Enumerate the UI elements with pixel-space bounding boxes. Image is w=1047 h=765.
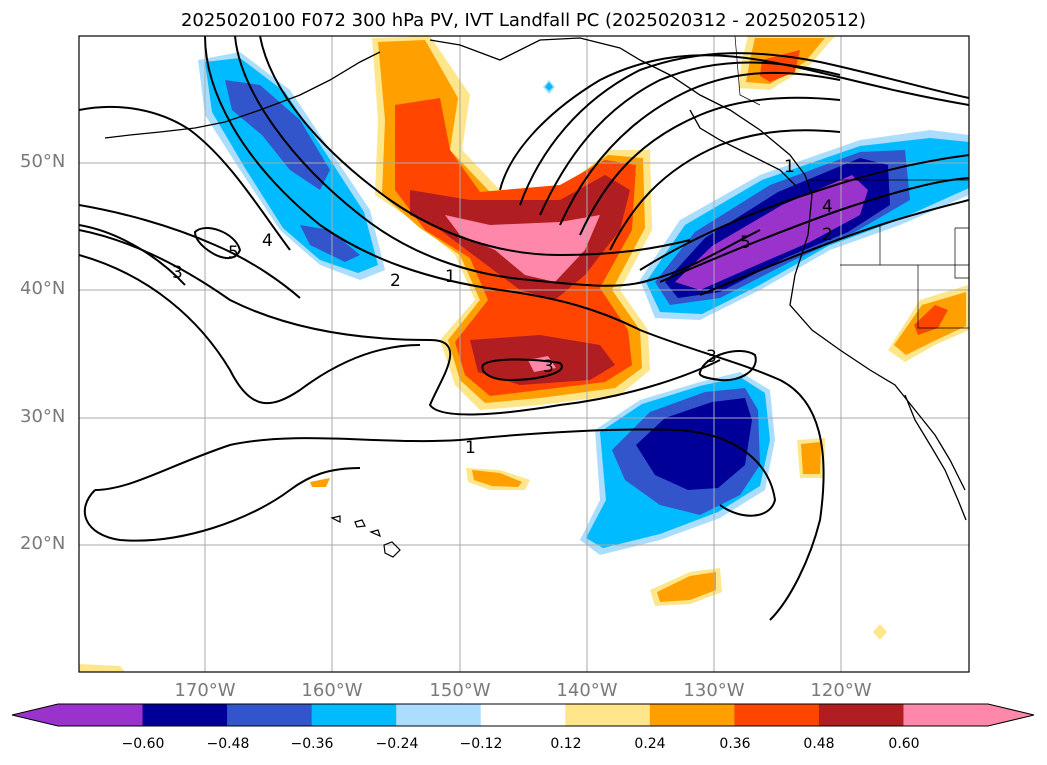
contour-label: 2 xyxy=(390,271,401,291)
lat-label: 50°N xyxy=(20,151,66,172)
contour-jet-lower-2 xyxy=(659,177,969,283)
contour-label: 3 xyxy=(172,263,183,283)
coastline-bc-fjords xyxy=(689,109,797,187)
contour-label: 5 xyxy=(740,233,751,253)
contour-ridge-1 xyxy=(204,36,825,621)
island-kauai xyxy=(330,515,341,523)
contour-ridge-2 xyxy=(234,36,761,287)
contour-label: 3 xyxy=(706,347,717,367)
contour-jet-3 xyxy=(539,61,841,216)
colorbar-outline xyxy=(11,703,1035,727)
contour-small-loop-east xyxy=(698,350,757,382)
colorbar xyxy=(11,703,1035,727)
colorbar-extend-high xyxy=(988,704,1034,726)
colorbar-tick-label: 0.24 xyxy=(634,736,666,752)
negative-anomaly-dot-inner xyxy=(545,82,553,91)
contour-southern-2 xyxy=(79,254,421,404)
contour-label: 4 xyxy=(822,197,833,217)
lon-label: 170°W xyxy=(174,680,236,701)
contour-label: 3 xyxy=(543,357,554,377)
colorbar-segment xyxy=(903,704,989,726)
plot-frame xyxy=(78,35,970,673)
coastline-alaska xyxy=(429,37,966,491)
islands xyxy=(330,515,401,558)
contour-west-3 xyxy=(79,224,186,286)
contour-west-5 xyxy=(79,105,291,251)
political-borders xyxy=(734,36,969,329)
colorbar-segment xyxy=(396,704,482,726)
colorbar-tick-label: −0.24 xyxy=(375,736,419,752)
contour-label: 4 xyxy=(262,231,273,251)
colorbar-segment xyxy=(649,704,735,726)
colorbar-tick-label: −0.60 xyxy=(121,736,165,752)
colorbar-tick-label: −0.12 xyxy=(459,736,503,752)
lat-label: 20°N xyxy=(20,533,66,554)
contour-jet-lower xyxy=(639,154,969,271)
positive-anomaly-coast-036 xyxy=(914,305,948,335)
colorbar-segment xyxy=(311,704,397,726)
island-maui xyxy=(369,529,381,538)
lon-label: 130°W xyxy=(683,680,745,701)
colorbar-tick-label: 0.36 xyxy=(719,736,751,752)
contour-wave-2 xyxy=(579,96,841,236)
positive-anomaly-060 xyxy=(445,215,600,282)
positive-anomaly-blob-2-024 xyxy=(801,442,821,474)
contour-small-loop-5 xyxy=(193,227,242,259)
lon-label: 150°W xyxy=(429,680,491,701)
colorbar-segment xyxy=(818,704,904,726)
lon-label: 160°W xyxy=(301,680,363,701)
contour-wave-3 xyxy=(609,129,841,251)
contour-jet-1 xyxy=(499,54,969,191)
colorbar-tick-label: 0.60 xyxy=(888,736,920,752)
negative-anomaly-jet-060 xyxy=(675,175,868,290)
contours xyxy=(79,36,969,621)
contour-label: 2 xyxy=(822,225,833,245)
lat-label: 40°N xyxy=(20,278,66,299)
island-oahu xyxy=(354,519,366,528)
contour-west-4 xyxy=(79,204,301,299)
colorbar-tick-label: −0.48 xyxy=(206,736,250,752)
coastline-aleutians xyxy=(104,51,381,139)
contour-jet-2 xyxy=(519,52,969,206)
contour-jet-lower-3 xyxy=(699,199,969,296)
positive-anomaly-blob-6 xyxy=(873,624,887,640)
coastline-baja xyxy=(904,394,967,521)
colorbar-segment xyxy=(58,704,144,726)
positive-anomaly-blob-1-024 xyxy=(472,470,522,487)
contour-label: 1 xyxy=(445,267,456,287)
colorbar-segment xyxy=(565,704,651,726)
negative-anomaly-subtropical-048 xyxy=(636,398,752,490)
contour-southern-1 xyxy=(79,229,721,416)
contour-label: 1 xyxy=(784,157,795,177)
colorbar-segment xyxy=(480,704,566,726)
contour-label: 5 xyxy=(228,243,239,263)
colorbar-segment xyxy=(142,704,228,726)
border-states xyxy=(840,225,969,329)
contour-hawaii-loop xyxy=(83,467,361,542)
contour-small-loop-3 xyxy=(481,358,563,382)
contour-wave-1 xyxy=(559,71,841,226)
contour-subtropical xyxy=(94,428,777,517)
coastlines xyxy=(104,37,967,521)
lat-label: 30°N xyxy=(20,406,66,427)
contour-labels: 5 4 3 2 1 1 3 3 1 5 4 2 xyxy=(172,157,833,458)
positive-anomaly-blob-4 xyxy=(79,664,125,672)
negative-anomaly-northwest-036b xyxy=(300,225,360,262)
lon-label: 140°W xyxy=(556,680,618,701)
positive-anomaly-blob-5 xyxy=(310,478,330,487)
contour-ridge-3 xyxy=(259,36,691,257)
positive-anomaly-blob-3-024 xyxy=(657,572,716,602)
contour-label: 1 xyxy=(465,438,476,458)
map-title: 2025020100 F072 300 hPa PV, IVT Landfall… xyxy=(180,10,867,31)
island-hawaii xyxy=(383,541,401,558)
colorbar-extend-low xyxy=(12,704,58,726)
colorbar-segment xyxy=(227,704,313,726)
colorbar-tick-label: 0.48 xyxy=(803,736,835,752)
lon-label: 120°W xyxy=(810,680,872,701)
colorbar-tick-label: −0.36 xyxy=(290,736,334,752)
colorbar-tick-label: 0.12 xyxy=(550,736,582,752)
colorbar-segment xyxy=(734,704,820,726)
